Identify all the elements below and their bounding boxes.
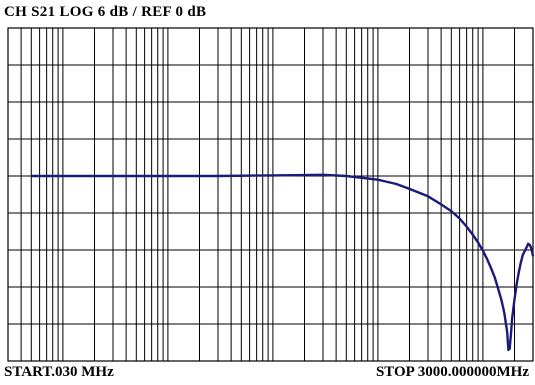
trace-s21 <box>31 173 535 352</box>
plot-frame <box>7 27 534 362</box>
grid <box>8 28 533 361</box>
start-frequency: START.030 MHz <box>4 364 114 380</box>
stop-frequency: STOP 3000.000000MHz <box>375 364 529 380</box>
chart-header: CH S21 LOG 6 dB / REF 0 dB <box>4 4 207 20</box>
